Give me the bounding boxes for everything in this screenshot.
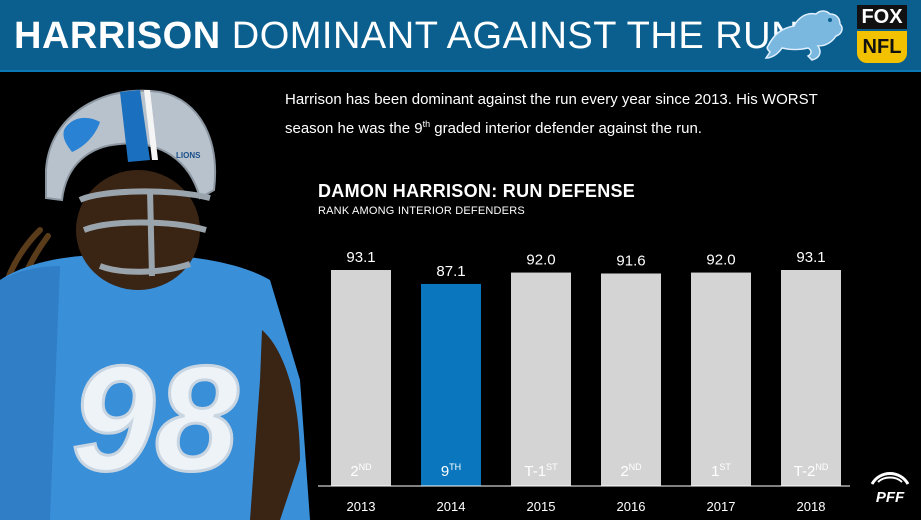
rank-label-2017: 1ST	[711, 462, 731, 480]
nfl-logo-text: NFL	[857, 31, 907, 63]
rank-label-2013: 2ND	[350, 462, 372, 480]
rank-label-2016: 2ND	[620, 462, 642, 480]
bar-2015	[511, 272, 571, 486]
bar-2013	[331, 270, 391, 486]
pff-logo-icon: PFF	[870, 472, 910, 506]
x-tick-label-2015: 2015	[527, 499, 556, 514]
lions-logo-icon	[764, 10, 843, 61]
title-rest: DOMINANT AGAINST THE RUN	[220, 15, 800, 57]
chart-subtitle: RANK AMONG INTERIOR DEFENDERS	[318, 205, 525, 217]
bar-2017	[691, 272, 751, 486]
description-part2: graded interior defender against the run…	[430, 120, 702, 137]
value-label-2014: 87.1	[436, 263, 465, 280]
x-tick-label-2017: 2017	[707, 499, 736, 514]
x-tick-label-2014: 2014	[437, 499, 466, 514]
x-tick-label-2016: 2016	[617, 499, 646, 514]
value-label-2015: 92.0	[526, 252, 555, 269]
page-title: HARRISON DOMINANT AGAINST THE RUN	[14, 14, 799, 58]
player-helmet	[45, 89, 216, 202]
rank-label-2015: T-1ST	[524, 462, 558, 480]
value-label-2016: 91.6	[616, 252, 645, 269]
player-illustration: 98 LIONS	[0, 89, 310, 520]
bar-2014	[421, 283, 481, 486]
value-label-2013: 93.1	[346, 249, 375, 266]
pff-logo-text: PFF	[876, 489, 905, 506]
title-strong: HARRISON	[14, 15, 221, 57]
chart-title: DAMON HARRISON: RUN DEFENSE	[318, 181, 636, 201]
description-text: Harrison has been dominant against the r…	[285, 88, 845, 141]
jersey-number: 98	[72, 334, 239, 502]
helmet-text: LIONS	[176, 151, 201, 160]
fox-nfl-logo: FOX NFL	[857, 5, 907, 65]
value-label-2018: 93.1	[796, 249, 825, 266]
description-superscript: th	[422, 119, 431, 129]
player-jersey	[0, 255, 310, 520]
rank-label-2018: T-2ND	[794, 462, 829, 480]
x-tick-label-2018: 2018	[797, 499, 826, 514]
bar-2016	[601, 273, 661, 486]
description-part1: Harrison has been dominant against the r…	[285, 91, 818, 137]
value-label-2017: 92.0	[706, 252, 735, 269]
header-banner: HARRISON DOMINANT AGAINST THE RUN FOX NF…	[0, 0, 921, 72]
x-tick-label-2013: 2013	[347, 499, 376, 514]
bar-2018	[781, 270, 841, 486]
rank-label-2014: 9TH	[441, 462, 461, 480]
fox-logo-text: FOX	[857, 5, 907, 29]
